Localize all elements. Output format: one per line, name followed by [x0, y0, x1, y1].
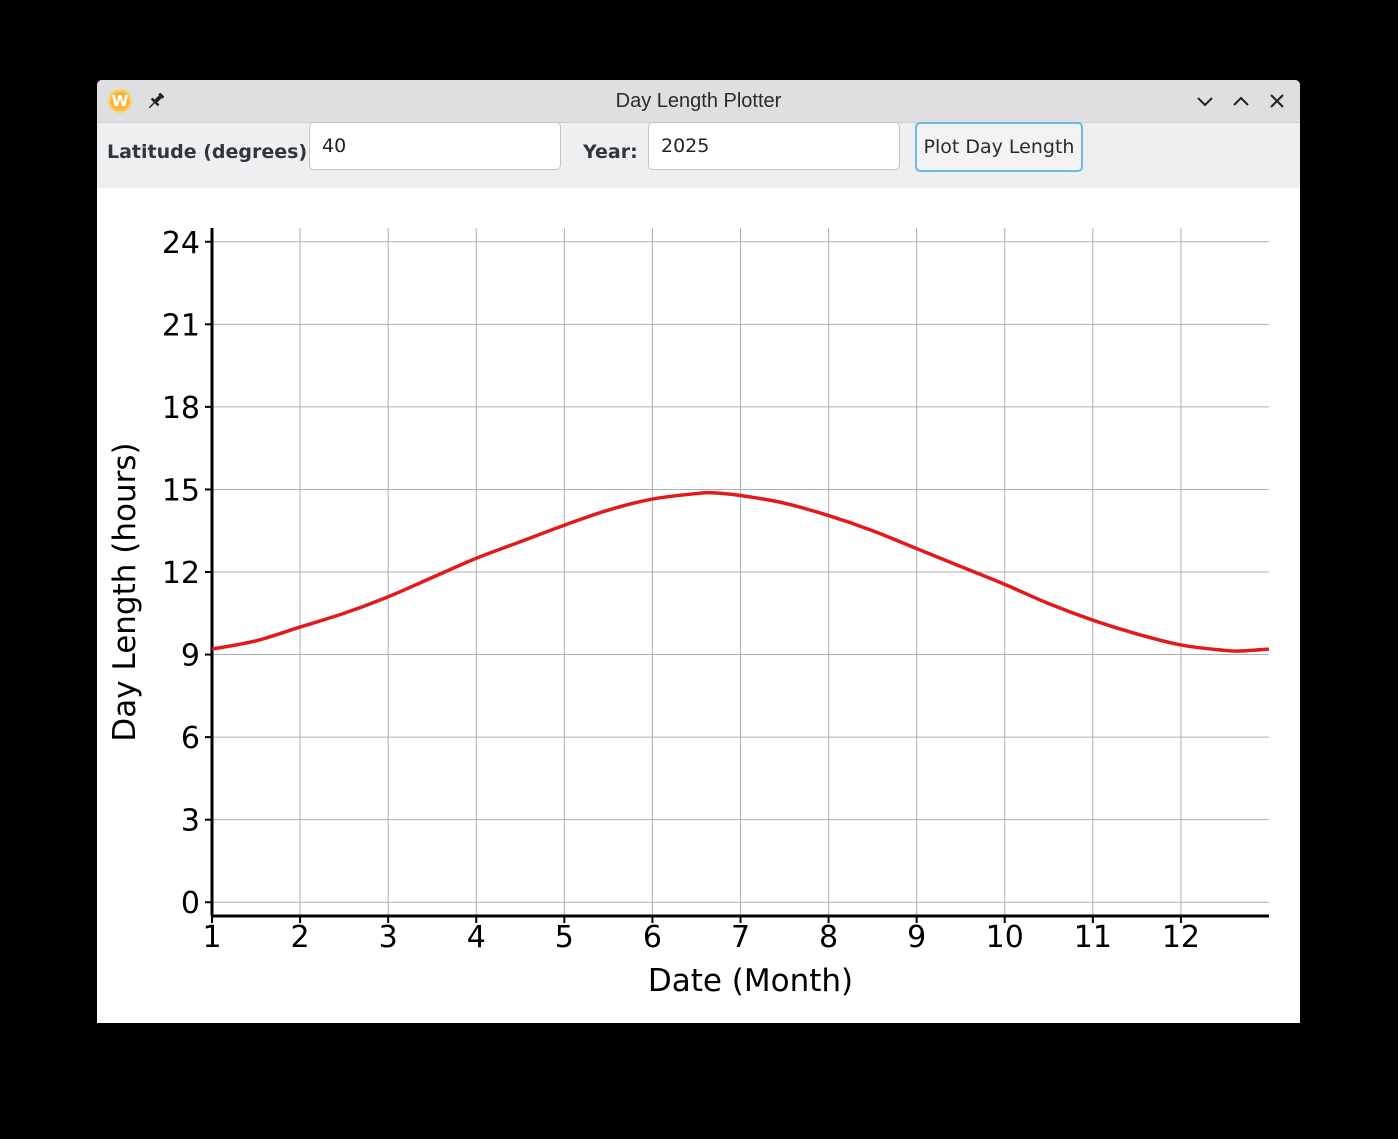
x-tick-label: 9	[907, 920, 926, 955]
x-tick-label: 7	[731, 920, 750, 955]
controls-toolbar: Latitude (degrees): 40 Year: 2025 Plot D…	[97, 122, 1300, 188]
series-layer	[211, 490, 1270, 653]
latitude-input[interactable]: 40	[309, 122, 561, 170]
x-tick-label: 6	[643, 920, 662, 955]
x-tick-label: 3	[379, 920, 398, 955]
pin-icon[interactable]	[145, 90, 167, 112]
x-tick-label: 1	[202, 920, 221, 955]
y-tick-label: 9	[181, 639, 200, 674]
chevron-down-icon[interactable]	[1194, 90, 1216, 112]
grid-lines	[211, 228, 1269, 916]
y-tick-label: 12	[162, 556, 200, 591]
y-axis-label: Day Length (hours)	[107, 442, 143, 741]
x-tick-label: 2	[291, 920, 310, 955]
year-input[interactable]: 2025	[648, 122, 900, 170]
series-line	[211, 490, 1270, 653]
axes	[205, 228, 1269, 923]
app-w-icon: W	[108, 89, 132, 113]
app-window: W Day Length Plotter Latitude (degrees):…	[97, 80, 1300, 1023]
x-tick-label: 12	[1162, 920, 1200, 955]
x-tick-label: 4	[467, 920, 486, 955]
y-tick-label: 0	[181, 886, 200, 921]
close-icon[interactable]	[1266, 90, 1288, 112]
plot-day-length-button[interactable]: Plot Day Length	[915, 122, 1083, 172]
x-tick-label: 10	[986, 920, 1024, 955]
y-tick-label: 18	[162, 391, 200, 426]
y-tick-label: 15	[162, 473, 200, 508]
window-title: Day Length Plotter	[615, 90, 782, 112]
x-axis-label: Date (Month)	[648, 963, 853, 999]
x-tick-label: 5	[555, 920, 574, 955]
x-tick-label: 11	[1074, 920, 1112, 955]
y-tick-label: 24	[162, 226, 200, 261]
y-tick-label: 21	[162, 308, 200, 343]
x-tick-label: 8	[819, 920, 838, 955]
y-tick-label: 3	[181, 804, 200, 839]
chevron-up-icon[interactable]	[1230, 90, 1252, 112]
year-label: Year:	[583, 141, 638, 163]
y-tick-label: 6	[181, 721, 200, 756]
title-bar[interactable]: W Day Length Plotter	[97, 80, 1300, 123]
latitude-label: Latitude (degrees):	[107, 141, 315, 163]
